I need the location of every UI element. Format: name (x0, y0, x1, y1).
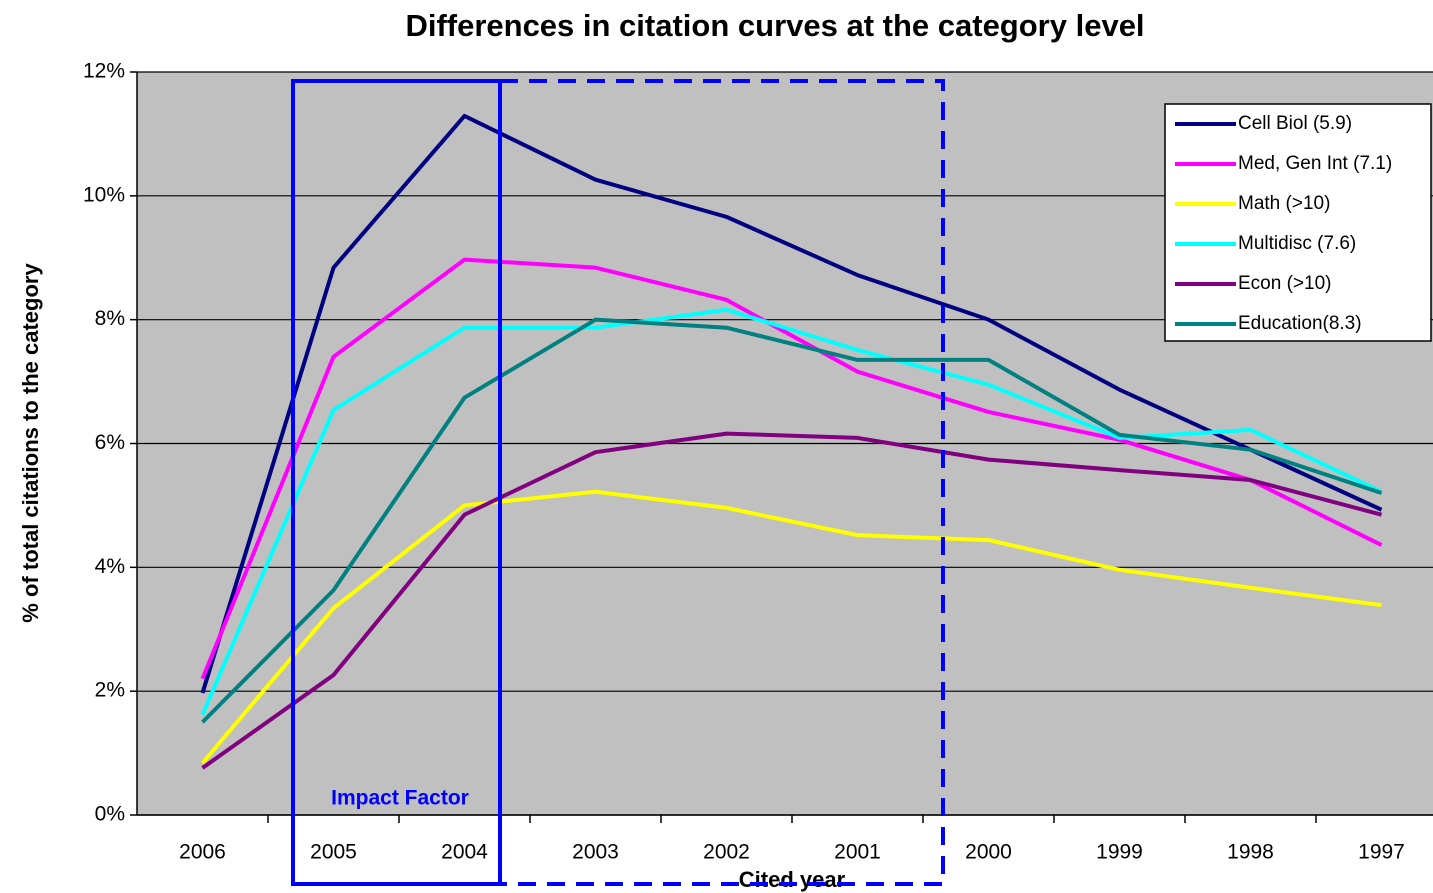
legend (1164, 103, 1432, 342)
y-tick-label: 2% (95, 679, 125, 702)
x-tick-label: 2002 (703, 841, 750, 864)
annotation: Impact Factor (331, 787, 469, 810)
series-line (201, 431, 1383, 770)
y-tick-label: 6% (95, 431, 125, 454)
x-tick-label: 2000 (965, 841, 1012, 864)
x-tick-label: 1999 (1096, 841, 1143, 864)
x-tick-label: 2006 (179, 841, 226, 864)
x-tick-label: 2005 (310, 841, 357, 864)
series-line (201, 317, 1383, 724)
legend-label: Med, Gen Int (7.1) (1238, 153, 1392, 174)
y-tick-label: 8% (95, 307, 125, 330)
series-line (200, 307, 1383, 716)
series-line (200, 257, 1383, 680)
x-tick-label: 2001 (834, 841, 881, 864)
x-tick-label: 1997 (1358, 841, 1405, 864)
window-box (500, 79, 945, 886)
legend-label: Education(8.3) (1238, 313, 1362, 334)
series-line (200, 113, 1383, 694)
y-tick-label: 10% (83, 183, 125, 206)
legend-label: Cell Biol (5.9) (1238, 113, 1352, 134)
y-tick-label: 0% (95, 803, 125, 826)
legend-label: Math (>10) (1238, 193, 1330, 214)
legend-label: Multidisc (7.6) (1238, 233, 1356, 254)
x-tick-label: 1998 (1227, 841, 1274, 864)
x-tick-label: 2004 (441, 841, 488, 864)
chart-title: Differences in citation curves at the ca… (405, 8, 1144, 43)
y-tick-label: 12% (83, 60, 125, 83)
impact-factor-box (291, 79, 502, 886)
y-axis-title: % of total citations to the category (18, 263, 43, 623)
legend-label: Econ (>10) (1238, 273, 1331, 294)
series-line (200, 489, 1382, 765)
x-axis-title: Cited year (739, 867, 846, 892)
x-tick-label: 2003 (572, 841, 619, 864)
y-tick-label: 4% (95, 555, 125, 578)
